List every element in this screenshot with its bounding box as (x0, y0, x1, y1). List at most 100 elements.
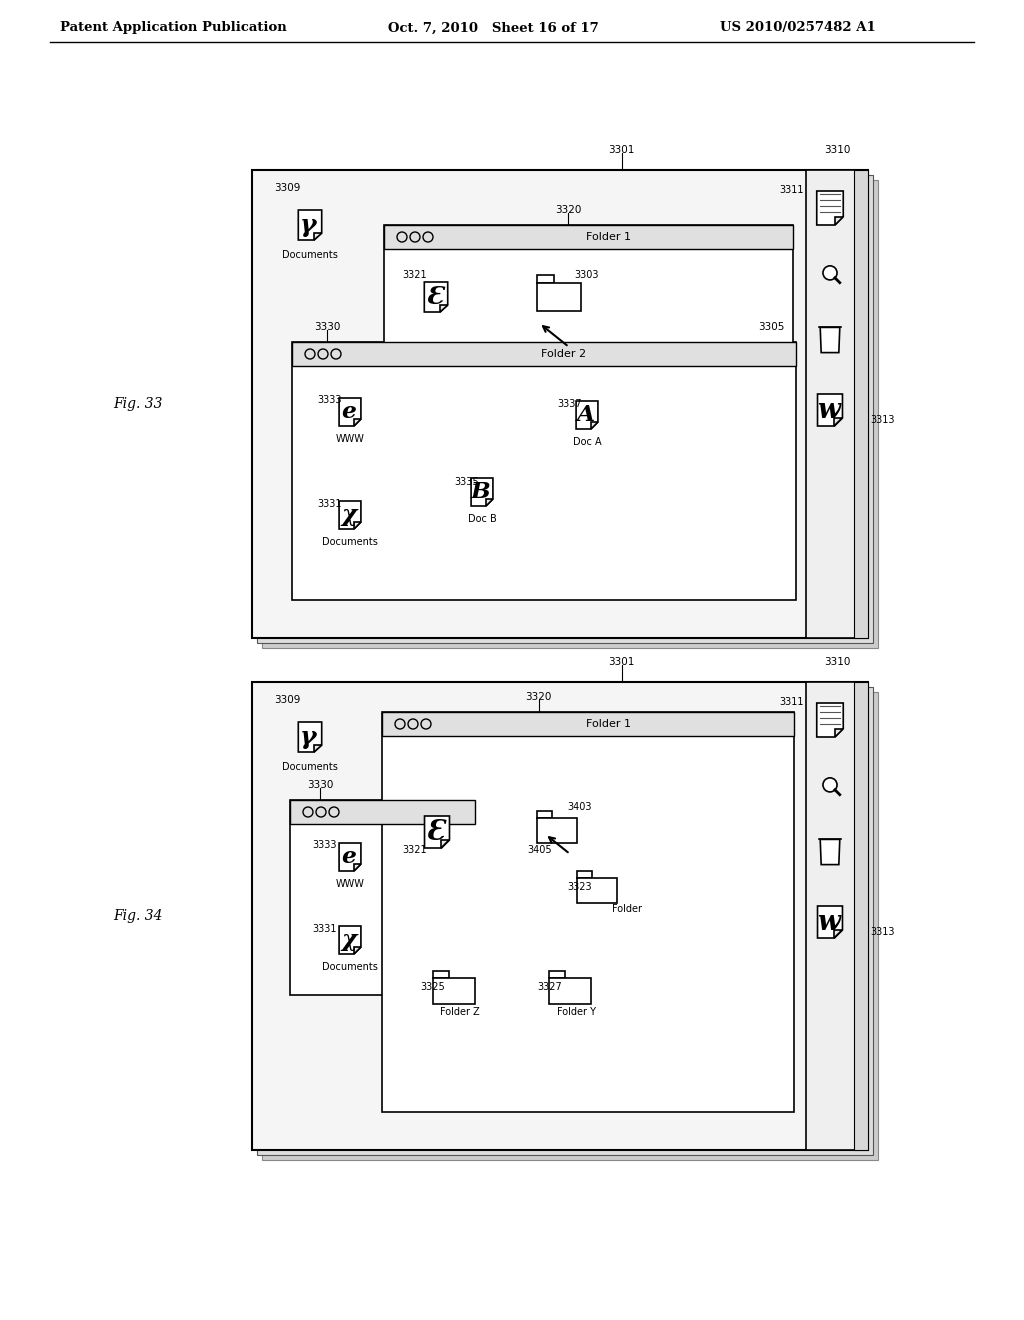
Polygon shape (835, 418, 843, 426)
Text: Fig. 33: Fig. 33 (114, 397, 163, 411)
Polygon shape (817, 704, 843, 737)
Polygon shape (298, 722, 322, 752)
Circle shape (823, 265, 837, 280)
Polygon shape (817, 393, 843, 426)
Bar (537, 282, 581, 312)
Text: χ: χ (341, 929, 356, 950)
Text: 3321: 3321 (402, 845, 427, 855)
Text: Documents: Documents (323, 962, 378, 972)
Bar (382, 711, 794, 1111)
Text: Ɛ: Ɛ (426, 285, 443, 309)
Polygon shape (577, 401, 598, 429)
Bar (384, 224, 793, 249)
Text: 3335: 3335 (454, 477, 478, 487)
Polygon shape (441, 840, 450, 847)
Text: Folder Y: Folder Y (557, 1007, 596, 1016)
Text: WWW: WWW (336, 879, 365, 888)
Bar (292, 342, 796, 366)
Text: Fig. 34: Fig. 34 (114, 909, 163, 923)
Polygon shape (820, 840, 840, 865)
Bar (257, 686, 873, 1155)
Text: 3311: 3311 (779, 697, 804, 708)
Bar (577, 878, 617, 903)
Text: 3311: 3311 (779, 185, 804, 195)
Text: Doc A: Doc A (572, 437, 601, 447)
Text: 3333: 3333 (317, 395, 341, 405)
Text: 3321: 3321 (402, 271, 427, 280)
Bar (252, 170, 868, 638)
Polygon shape (424, 282, 447, 312)
Polygon shape (339, 502, 360, 529)
Text: 3333: 3333 (312, 840, 337, 850)
Text: 3331: 3331 (312, 924, 337, 935)
Text: 3403: 3403 (567, 803, 592, 812)
Polygon shape (425, 816, 450, 847)
Text: Oct. 7, 2010   Sheet 16 of 17: Oct. 7, 2010 Sheet 16 of 17 (388, 21, 599, 34)
Text: 3305: 3305 (758, 322, 784, 333)
Polygon shape (339, 399, 360, 426)
Text: 3313: 3313 (870, 414, 895, 425)
Bar (537, 818, 577, 843)
Text: Documents: Documents (282, 762, 338, 772)
Polygon shape (471, 478, 493, 506)
Text: 3320: 3320 (555, 205, 582, 215)
Bar (806, 170, 868, 638)
Polygon shape (591, 422, 598, 429)
Text: Folder 1: Folder 1 (586, 232, 631, 242)
Text: 3330: 3330 (313, 322, 340, 333)
Text: Β: Β (471, 480, 490, 503)
Bar (382, 711, 794, 737)
Bar (252, 682, 868, 1150)
Text: Folder 2: Folder 2 (542, 348, 587, 359)
Polygon shape (314, 232, 322, 240)
Text: w: w (817, 908, 840, 936)
Text: 3337: 3337 (557, 399, 582, 409)
Text: Folder: Folder (612, 904, 642, 913)
Bar (262, 180, 878, 648)
Polygon shape (339, 843, 360, 871)
Text: 3310: 3310 (824, 145, 850, 154)
Polygon shape (486, 499, 493, 506)
Text: 3301: 3301 (608, 145, 635, 154)
Polygon shape (314, 744, 322, 752)
Bar (292, 342, 796, 601)
Circle shape (823, 777, 837, 792)
Polygon shape (835, 931, 843, 939)
Text: Documents: Documents (282, 249, 338, 260)
Polygon shape (440, 305, 447, 312)
FancyBboxPatch shape (537, 275, 554, 282)
Bar (806, 682, 868, 1150)
Polygon shape (817, 906, 843, 939)
Text: 3325: 3325 (420, 982, 444, 993)
Polygon shape (817, 191, 843, 224)
Text: Α: Α (577, 404, 595, 426)
Polygon shape (835, 729, 843, 737)
Polygon shape (354, 418, 360, 426)
Bar (262, 692, 878, 1160)
Text: 3320: 3320 (525, 692, 552, 702)
Text: 3330: 3330 (307, 780, 333, 789)
Polygon shape (354, 946, 360, 954)
Text: 3313: 3313 (870, 927, 895, 937)
Text: 3310: 3310 (824, 657, 850, 667)
Bar (854, 682, 868, 1150)
Text: γ: γ (300, 725, 316, 748)
Bar (549, 978, 591, 1003)
Text: Patent Application Publication: Patent Application Publication (60, 21, 287, 34)
Polygon shape (354, 521, 360, 529)
Text: WWW: WWW (336, 434, 365, 444)
Text: χ: χ (341, 504, 356, 525)
Text: 3301: 3301 (608, 657, 635, 667)
Text: 3327: 3327 (537, 982, 562, 993)
Text: γ: γ (300, 213, 316, 238)
Text: Ɛ: Ɛ (426, 818, 445, 846)
FancyBboxPatch shape (537, 810, 552, 818)
Text: 3331: 3331 (317, 499, 341, 510)
Text: Doc B: Doc B (468, 513, 497, 524)
FancyBboxPatch shape (577, 871, 592, 878)
Polygon shape (298, 210, 322, 240)
Text: Folder Z: Folder Z (440, 1007, 480, 1016)
Bar (433, 978, 475, 1003)
Polygon shape (354, 865, 360, 871)
Polygon shape (835, 216, 843, 224)
